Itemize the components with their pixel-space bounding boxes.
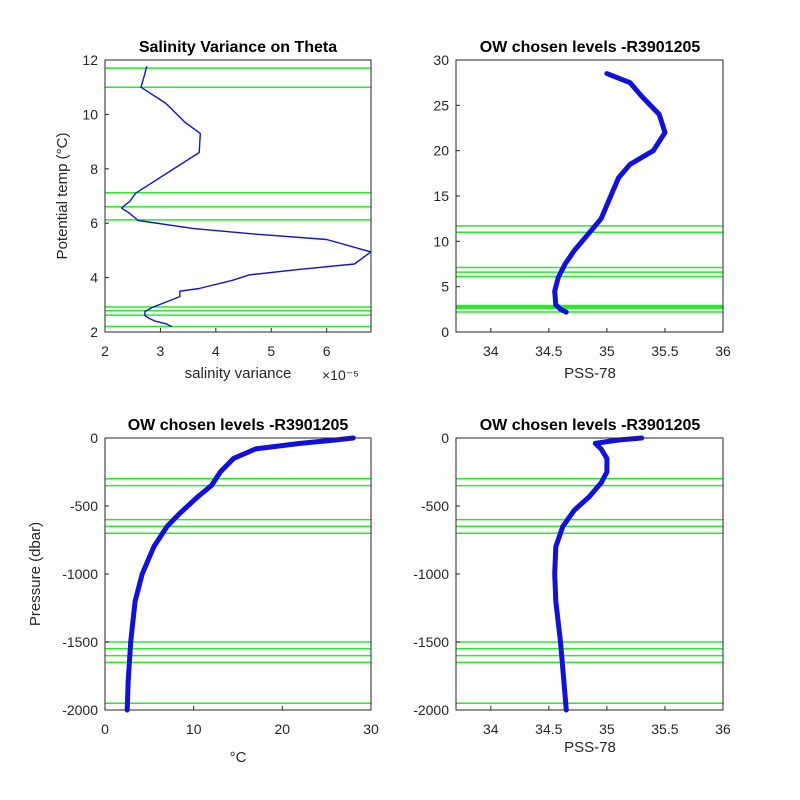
y-tick-label: 25 (433, 97, 449, 113)
y-tick-label: -2000 (413, 702, 449, 718)
x-tick-label: 34 (483, 721, 499, 737)
panel-theta-salinity: OW chosen levels -R3901205 34 34.5 35 35… (433, 39, 731, 382)
y-tick-label: 20 (433, 143, 449, 159)
plot-area (105, 438, 371, 710)
level-lines (456, 225, 723, 313)
axes-box (104, 59, 372, 333)
x-tick-label: 6 (323, 343, 331, 359)
y-tick-label: 15 (433, 188, 449, 204)
y-tick-label: 8 (90, 161, 98, 177)
y-tick-label: -1000 (62, 566, 98, 582)
y-tick-label: 0 (441, 430, 449, 446)
x-axis-label: °C (230, 749, 247, 766)
profile-lines (124, 435, 356, 713)
y-tick-label: -1500 (413, 634, 449, 650)
plot-area (105, 60, 371, 332)
profile-line (552, 435, 645, 713)
y-tick-label: -500 (70, 498, 98, 514)
y-tick-label: -1000 (413, 566, 449, 582)
x-tick-label: 5 (267, 343, 275, 359)
plot-area (456, 60, 723, 332)
x-ticks: 2 3 4 5 6 (101, 328, 331, 359)
x-tick-label: 2 (101, 343, 109, 359)
level-lines (456, 478, 723, 704)
x-ticks: 34 34.5 35 35.5 36 (483, 328, 731, 359)
panel-variance: Salinity Variance on Theta 2 3 4 5 6 2 4… (54, 39, 372, 383)
y-axis-label: Pressure (dbar) (27, 522, 44, 626)
plot-area (456, 438, 723, 710)
x-tick-label: 20 (275, 721, 291, 737)
x-ticks: 0 10 20 30 (101, 706, 379, 737)
x-tick-label: 10 (186, 721, 202, 737)
profile-line (120, 66, 372, 328)
chart-title: OW chosen levels -R3901205 (480, 417, 701, 434)
y-ticks: -2000 -1500 -1000 -500 0 (62, 430, 109, 718)
chart-title: OW chosen levels -R3901205 (128, 417, 349, 434)
level-lines (105, 67, 371, 328)
y-ticks: 2 4 6 8 10 12 (82, 52, 109, 340)
x-tick-label: 3 (157, 343, 165, 359)
x-tick-label: 36 (715, 721, 731, 737)
y-tick-label: -1500 (62, 634, 98, 650)
x-exponent-label: ×10⁻⁵ (322, 367, 359, 383)
y-tick-label: 4 (90, 270, 98, 286)
profile-line (124, 435, 356, 713)
y-tick-label: 10 (82, 106, 98, 122)
y-tick-label: 12 (82, 52, 98, 68)
chart-title: OW chosen levels -R3901205 (480, 39, 701, 56)
x-axis-label: PSS-78 (564, 739, 616, 756)
x-tick-label: 34.5 (535, 721, 562, 737)
x-tick-label: 4 (212, 343, 220, 359)
x-tick-label: 35.5 (651, 721, 678, 737)
x-tick-label: 35 (599, 721, 615, 737)
x-tick-label: 35.5 (651, 343, 678, 359)
x-ticks: 34 34.5 35 35.5 36 (483, 706, 731, 737)
y-axis-label: Potential temp (°C) (54, 133, 71, 260)
y-tick-label: 0 (441, 324, 449, 340)
x-tick-label: 34.5 (535, 343, 562, 359)
y-tick-label: 10 (433, 233, 449, 249)
profile-lines (120, 66, 372, 328)
y-tick-label: 0 (90, 430, 98, 446)
y-ticks: 0 5 10 15 20 25 30 (433, 52, 460, 340)
panel-pressure-temperature: OW chosen levels -R3901205 0 10 20 30 -2… (27, 417, 379, 766)
y-tick-label: -500 (421, 498, 449, 514)
y-tick-label: 2 (90, 324, 98, 340)
profile-line (552, 71, 668, 315)
x-tick-label: 35 (599, 343, 615, 359)
profile-lines (552, 71, 668, 315)
x-tick-label: 36 (715, 343, 731, 359)
x-tick-label: 30 (363, 721, 379, 737)
x-tick-label: 0 (101, 721, 109, 737)
x-axis-label: salinity variance (185, 365, 292, 382)
x-tick-label: 34 (483, 343, 499, 359)
panel-pressure-salinity: OW chosen levels -R3901205 34 34.5 35 35… (413, 417, 731, 756)
profile-lines (552, 435, 645, 713)
y-tick-label: -2000 (62, 702, 98, 718)
chart-title: Salinity Variance on Theta (139, 39, 337, 56)
x-axis-label: PSS-78 (564, 365, 616, 382)
y-ticks: -2000 -1500 -1000 -500 0 (413, 430, 460, 718)
y-tick-label: 5 (441, 279, 449, 295)
y-tick-label: 30 (433, 52, 449, 68)
level-lines (105, 478, 371, 704)
y-tick-label: 6 (90, 215, 98, 231)
